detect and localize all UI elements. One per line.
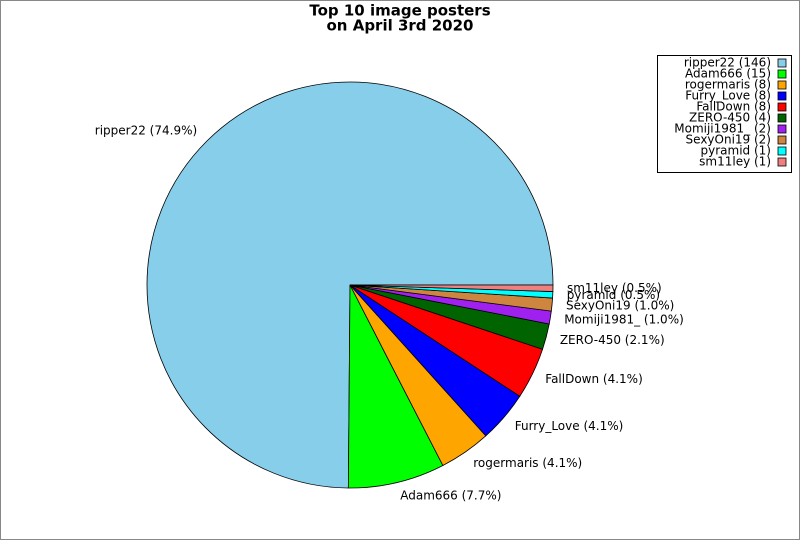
slice-label: SexyOni19 (1.0%)	[566, 298, 674, 312]
legend-label: sm11ley (1)	[699, 155, 771, 169]
slice-label: ripper22 (74.9%)	[95, 123, 197, 137]
legend-label: ripper22 (146)	[684, 56, 771, 70]
legend-label: FallDown (8)	[696, 100, 771, 114]
legend-swatch	[777, 102, 787, 112]
chart-subtitle: on April 3rd 2020	[327, 17, 474, 35]
legend-label: Momiji1981_ (2)	[674, 122, 771, 136]
slice-label: pyramid (0.5%)	[567, 288, 660, 302]
legend-label: pyramid (1)	[701, 144, 771, 158]
slice-label: FallDown (4.1%)	[545, 372, 643, 386]
legend-label: Adam666 (15)	[685, 67, 771, 81]
legend-box	[657, 55, 792, 173]
slice-label: Momiji1981_ (1.0%)	[564, 312, 684, 326]
pie-slice	[347, 284, 444, 489]
pie-slice	[349, 284, 554, 292]
legend-swatch	[777, 113, 787, 123]
slice-label: Furry_Love (4.1%)	[515, 419, 624, 433]
slice-label: ZERO-450 (2.1%)	[560, 333, 665, 347]
legend-swatch	[777, 69, 787, 79]
legend-label: SexyOni19 (2)	[686, 133, 771, 147]
legend-swatch	[777, 157, 787, 167]
legend-label: ZERO-450 (4)	[689, 111, 771, 125]
legend-swatch	[777, 80, 787, 90]
slice-label: sm11ley (0.5%)	[567, 281, 662, 295]
legend-swatch	[777, 124, 787, 134]
legend-swatch	[777, 91, 787, 101]
legend-swatch	[777, 146, 787, 156]
legend-label: Furry_Love (8)	[685, 89, 771, 103]
legend-swatch	[777, 58, 787, 68]
slice-label: Adam666 (7.7%)	[400, 489, 501, 503]
chart-title: Top 10 image posters	[309, 2, 490, 20]
slice-label: rogermaris (4.1%)	[473, 456, 582, 470]
legend-label: rogermaris (8)	[685, 78, 771, 92]
legend-swatch	[777, 135, 787, 145]
